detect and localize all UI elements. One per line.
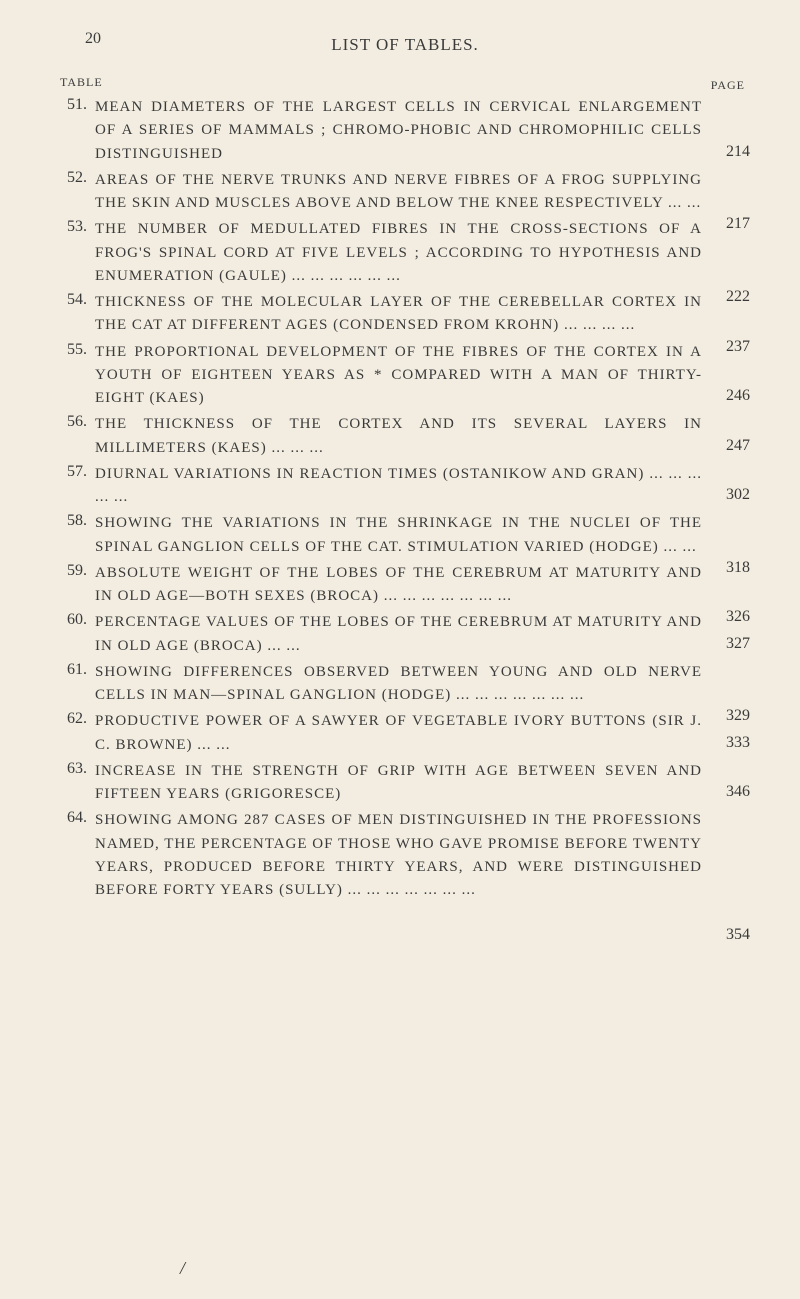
table-entry: 61.SHOWING DIFFERENCES OBSERVED BETWEEN …: [60, 661, 750, 708]
entry-number: 62.: [60, 710, 95, 757]
table-entry: 53.THE NUMBER OF MEDULLATED FIBRES IN TH…: [60, 218, 750, 288]
entry-page: 246: [708, 387, 750, 405]
table-label: TABLE: [60, 75, 750, 90]
table-entry: 54.THICKNESS OF THE MOLECULAR LAYER OF T…: [60, 291, 750, 338]
entry-text: AREAS OF THE NERVE TRUNKS AND NERVE FIBR…: [95, 169, 750, 216]
entry-number: 55.: [60, 341, 95, 411]
table-entry: 58.SHOWING THE VARIATIONS IN THE SHRINKA…: [60, 512, 750, 559]
entry-number: 54.: [60, 291, 95, 338]
entry-page: 346: [708, 783, 750, 801]
entry-number: 52.: [60, 169, 95, 216]
entry-text: SHOWING DIFFERENCES OBSERVED BETWEEN YOU…: [95, 661, 750, 708]
table-entry: 64.SHOWING AMONG 287 CASES OF MEN DISTIN…: [60, 809, 750, 902]
page-number-top: 20: [85, 30, 101, 48]
table-entry: 51.MEAN DIAMETERS OF THE LARGEST CELLS I…: [60, 96, 750, 166]
entry-text: THE PROPORTIONAL DEVELOPMENT OF THE FIBR…: [95, 341, 750, 411]
entry-number: 57.: [60, 463, 95, 510]
table-entry: 55.THE PROPORTIONAL DEVELOPMENT OF THE F…: [60, 341, 750, 411]
entries-container: 51.MEAN DIAMETERS OF THE LARGEST CELLS I…: [60, 96, 750, 902]
entry-number: 61.: [60, 661, 95, 708]
entry-text: THE THICKNESS OF THE CORTEX AND ITS SEVE…: [95, 413, 750, 460]
entry-number: 63.: [60, 760, 95, 807]
table-entry: 62.PRODUCTIVE POWER OF A SAWYER OF VEGET…: [60, 710, 750, 757]
table-entry: 59.ABSOLUTE WEIGHT OF THE LOBES OF THE C…: [60, 562, 750, 609]
entry-page: 302: [708, 486, 750, 504]
entry-text: THICKNESS OF THE MOLECULAR LAYER OF THE …: [95, 291, 750, 338]
table-entry: 60.PERCENTAGE VALUES OF THE LOBES OF THE…: [60, 611, 750, 658]
entry-page: 247: [708, 437, 750, 455]
entry-text: MEAN DIAMETERS OF THE LARGEST CELLS IN C…: [95, 96, 750, 166]
entry-number: 60.: [60, 611, 95, 658]
entry-number: 64.: [60, 809, 95, 902]
entry-page: 327: [708, 635, 750, 653]
entry-number: 59.: [60, 562, 95, 609]
entry-page: 214: [708, 143, 750, 161]
entry-number: 56.: [60, 413, 95, 460]
entry-text: INCREASE IN THE STRENGTH OF GRIP WITH AG…: [95, 760, 750, 807]
entry-text: PRODUCTIVE POWER OF A SAWYER OF VEGETABL…: [95, 710, 750, 757]
entry-text: DIURNAL VARIATIONS IN REACTION TIMES (OS…: [95, 463, 750, 510]
entry-number: 53.: [60, 218, 95, 288]
entry-text: PERCENTAGE VALUES OF THE LOBES OF THE CE…: [95, 611, 750, 658]
slash-mark: /: [180, 1258, 185, 1279]
entry-text: THE NUMBER OF MEDULLATED FIBRES IN THE C…: [95, 218, 750, 288]
entry-text: SHOWING THE VARIATIONS IN THE SHRINKAGE …: [95, 512, 750, 559]
table-entry: 52.AREAS OF THE NERVE TRUNKS AND NERVE F…: [60, 169, 750, 216]
table-entry: 57.DIURNAL VARIATIONS IN REACTION TIMES …: [60, 463, 750, 510]
entry-number: 58.: [60, 512, 95, 559]
header-title: LIST OF TABLES.: [60, 30, 750, 55]
page-label: PAGE: [711, 78, 745, 93]
entry-text: SHOWING AMONG 287 CASES OF MEN DISTINGUI…: [95, 809, 750, 902]
entry-text: ABSOLUTE WEIGHT OF THE LOBES OF THE CERE…: [95, 562, 750, 609]
entry-page: 354: [708, 926, 750, 944]
table-entry: 63.INCREASE IN THE STRENGTH OF GRIP WITH…: [60, 760, 750, 807]
entry-page: 333: [708, 734, 750, 752]
table-entry: 56.THE THICKNESS OF THE CORTEX AND ITS S…: [60, 413, 750, 460]
entry-number: 51.: [60, 96, 95, 166]
